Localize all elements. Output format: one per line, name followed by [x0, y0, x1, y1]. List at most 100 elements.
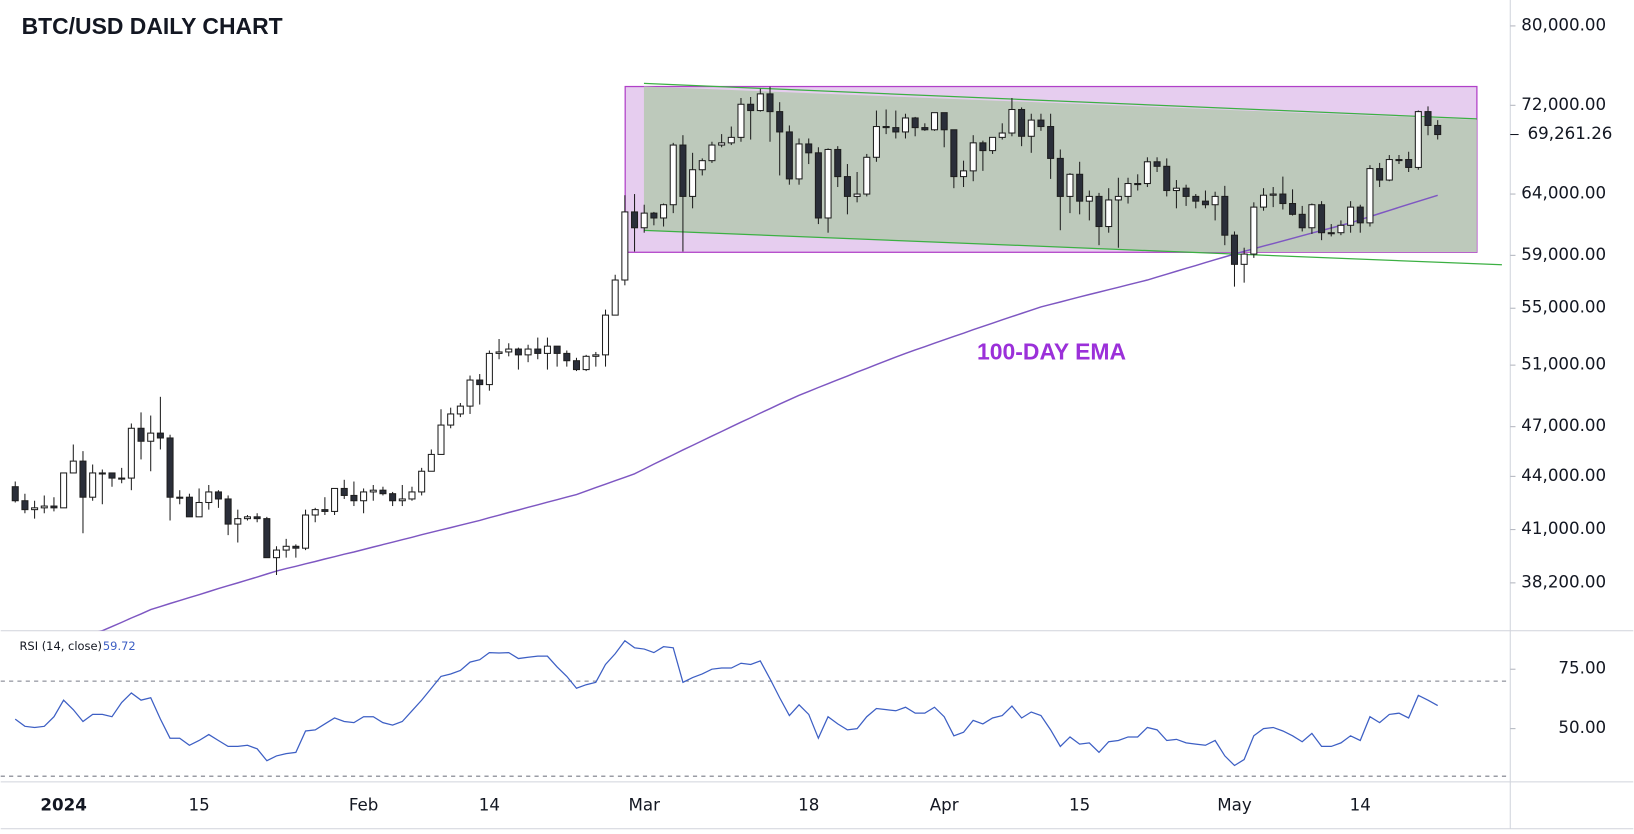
candle-body	[1259, 194, 1268, 208]
candle-body	[1027, 119, 1035, 137]
candle-body	[882, 126, 890, 129]
x-tick-label: 2024	[40, 795, 86, 814]
candle-body	[147, 432, 155, 442]
candle-body	[379, 489, 387, 495]
ema-layer	[99, 194, 1438, 631]
candle-body	[253, 516, 261, 520]
candle-body	[311, 509, 319, 516]
candle-body	[582, 355, 590, 371]
candle-body	[1269, 193, 1277, 196]
candle-body	[718, 142, 726, 146]
candle-body	[611, 279, 619, 316]
candle-body	[601, 314, 610, 356]
y-tick-label: 38,200.00	[1521, 572, 1606, 591]
plot	[0, 86, 1511, 777]
candle-body	[60, 472, 68, 509]
candle-body	[1211, 195, 1219, 206]
candle-body	[176, 496, 184, 499]
candle-body	[21, 500, 29, 511]
candle-body	[524, 348, 532, 356]
x-tick-label: Mar	[628, 795, 660, 814]
candle-body	[940, 112, 948, 131]
ema-label: 100-DAY EMA	[977, 338, 1126, 364]
candle-body	[1124, 183, 1132, 197]
candle-body	[1395, 159, 1403, 162]
candle-body	[98, 472, 106, 475]
candle-body	[1114, 195, 1122, 201]
channel-line	[643, 82, 1477, 120]
candle-body	[79, 460, 87, 498]
candle-body	[166, 437, 174, 498]
candle-body	[1318, 204, 1326, 234]
candle-body	[1037, 119, 1045, 128]
candle-body	[563, 352, 571, 362]
candle-body	[960, 170, 968, 178]
candle-body	[989, 136, 997, 152]
candle-body	[389, 493, 397, 502]
candle-body	[447, 413, 455, 426]
x-tick-label: 14	[479, 795, 500, 814]
y-tick-label: 41,000.00	[1521, 519, 1606, 538]
candle-body	[1250, 206, 1258, 255]
rsi-line	[14, 639, 1439, 767]
x-tick-label: Feb	[349, 795, 379, 814]
candle-body	[950, 129, 958, 178]
candle-body	[930, 112, 939, 131]
candle-body	[137, 427, 145, 442]
candle-body	[621, 211, 629, 281]
candle-body	[185, 496, 193, 518]
candle-body	[1376, 168, 1384, 181]
candle-body	[282, 545, 290, 551]
candle-body	[1405, 159, 1413, 168]
candle-body	[737, 103, 745, 138]
candle-body	[892, 127, 900, 133]
candle-body	[485, 352, 493, 386]
candle-body	[50, 505, 58, 509]
candle-body	[863, 156, 871, 195]
candle-body	[834, 148, 842, 178]
candle-body	[1076, 173, 1084, 202]
candle-body	[331, 487, 339, 512]
candle-body	[1279, 193, 1287, 205]
candle-body	[398, 498, 406, 502]
rsi-last-value: 59.72	[103, 639, 136, 653]
candle-body	[514, 348, 522, 356]
candle-body	[901, 117, 909, 133]
candle-body	[1221, 195, 1229, 236]
candle-body	[543, 345, 551, 354]
y-tick-label: 44,000.00	[1521, 466, 1606, 485]
candle-body	[679, 144, 687, 197]
candle-body	[1337, 224, 1345, 234]
candle-body	[1008, 108, 1016, 134]
candle-body	[40, 505, 48, 509]
candle-body	[921, 127, 929, 131]
last-price-bg	[1512, 122, 1630, 148]
candle-body	[631, 211, 639, 229]
candle-body	[1201, 200, 1209, 206]
y-tick-label: 80,000.00	[1521, 15, 1606, 34]
candle-body	[853, 193, 861, 197]
candle-body	[640, 212, 648, 229]
candle-body	[360, 491, 368, 502]
y-tick-label: 47,000.00	[1521, 416, 1606, 435]
candle-body	[776, 111, 784, 133]
candle-body	[911, 117, 919, 129]
rsi-layer	[14, 639, 1439, 767]
last-price-label: 69,261.26	[1528, 124, 1613, 143]
candle-body	[214, 491, 222, 500]
candle-body	[689, 169, 697, 197]
candle-body	[1085, 195, 1093, 202]
candle-body	[466, 379, 474, 407]
candle-body	[872, 126, 880, 158]
candle-body	[1172, 187, 1180, 192]
candle-body	[824, 148, 832, 219]
candle-body	[1434, 124, 1442, 136]
candle-body	[805, 143, 813, 154]
candle-body	[118, 477, 126, 480]
candle-body	[1066, 173, 1074, 197]
candle-body	[127, 427, 135, 479]
candle-body	[263, 518, 271, 559]
candle-body	[766, 93, 774, 113]
candle-body	[795, 143, 803, 180]
